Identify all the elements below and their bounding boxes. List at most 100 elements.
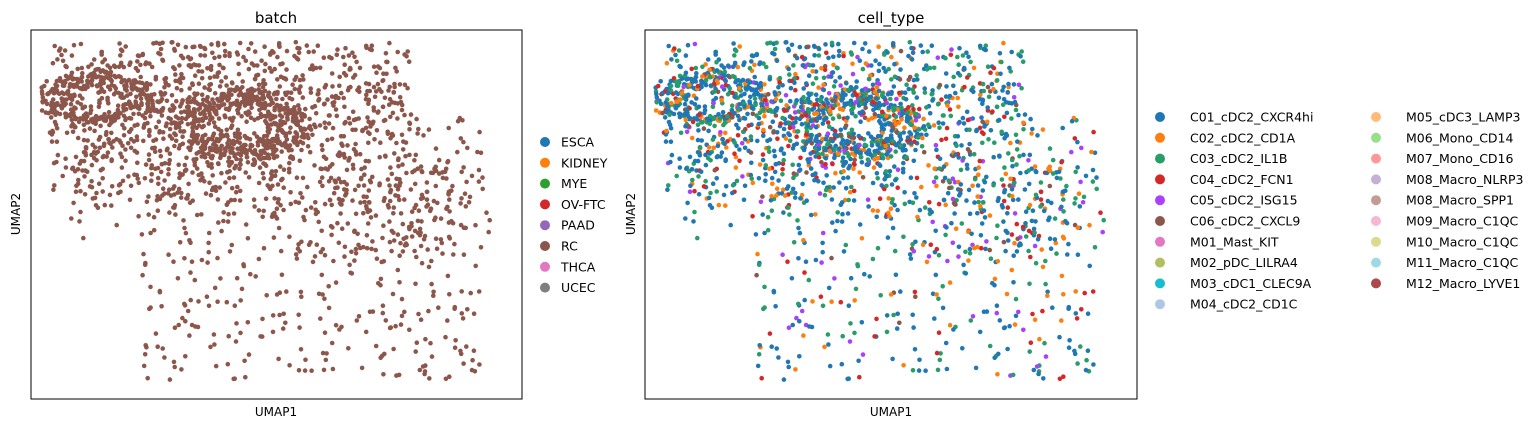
scatter-point	[757, 162, 763, 167]
scatter-point	[323, 357, 329, 363]
scatter-point	[432, 217, 437, 223]
scatter-point	[50, 60, 56, 66]
scatter-point	[982, 124, 987, 129]
scatter-point	[870, 208, 876, 213]
scatter-point	[710, 181, 716, 186]
scatter-point	[669, 57, 674, 62]
scatter-point	[850, 93, 856, 98]
scatter-point	[940, 284, 945, 289]
legend-label: THCA	[560, 259, 596, 274]
scatter-point	[109, 184, 115, 189]
scatter-point	[414, 340, 420, 346]
scatter-point	[338, 179, 344, 185]
scatter-point	[279, 272, 285, 278]
scatter-point	[116, 190, 121, 196]
scatter-point	[387, 40, 392, 46]
scatter-point	[244, 119, 249, 124]
scatter-point	[707, 151, 712, 156]
scatter-point	[300, 175, 306, 181]
scatter-point	[937, 357, 943, 363]
scatter-point	[95, 205, 101, 211]
scatter-point	[202, 146, 208, 152]
scatter-point	[749, 160, 754, 166]
scatter-point	[102, 202, 108, 208]
scatter-point	[915, 214, 920, 220]
scatter-point	[860, 175, 866, 180]
scatter-point	[233, 134, 238, 139]
scatter-point	[353, 127, 358, 133]
scatter-point	[944, 366, 950, 372]
scatter-point	[708, 74, 713, 80]
scatter-point	[382, 95, 388, 101]
scatter-point	[412, 181, 418, 187]
scatter-point	[948, 52, 954, 58]
scatter-point	[392, 81, 397, 87]
scatter-point	[966, 187, 972, 193]
legend-marker	[1155, 299, 1165, 310]
scatter-point	[696, 128, 701, 133]
scatter-point	[861, 147, 867, 153]
scatter-point	[368, 124, 373, 129]
scatter-point	[673, 90, 679, 95]
scatter-point	[333, 322, 339, 328]
scatter-point	[935, 367, 941, 373]
scatter-point	[1007, 183, 1013, 188]
scatter-point	[847, 163, 853, 169]
scatter-point	[958, 182, 964, 187]
scatter-point	[331, 190, 337, 196]
legend-marker	[1155, 278, 1165, 289]
scatter-point	[891, 84, 897, 89]
scatter-point	[748, 94, 753, 100]
scatter-point	[878, 293, 883, 298]
scatter-point	[814, 116, 820, 121]
scatter-point	[336, 196, 342, 202]
scatter-point	[845, 211, 851, 216]
scatter-point	[470, 357, 475, 363]
scatter-point	[443, 376, 449, 382]
scatter-point	[294, 121, 299, 127]
scatter-point	[142, 352, 148, 357]
scatter-point	[891, 312, 896, 318]
legend-label: C04_cDC2_FCN1	[1190, 172, 1294, 187]
scatter-point	[461, 252, 467, 257]
scatter-point	[684, 129, 690, 135]
scatter-point	[166, 172, 171, 177]
scatter-point	[180, 98, 185, 103]
scatter-point	[294, 131, 300, 137]
scatter-point	[870, 136, 876, 142]
scatter-point	[188, 145, 193, 150]
scatter-point	[965, 117, 971, 123]
scatter-point	[264, 293, 270, 298]
scatter-point	[122, 78, 127, 83]
scatter-point	[455, 118, 461, 124]
scatter-point	[80, 96, 85, 101]
scatter-point	[219, 79, 224, 84]
scatter-point	[86, 64, 91, 70]
scatter-point	[55, 101, 60, 106]
scatter-point	[398, 322, 404, 327]
scatter-point	[773, 96, 779, 102]
scatter-point	[729, 108, 735, 114]
scatter-point	[310, 63, 315, 68]
scatter-point	[686, 92, 691, 98]
scatter-point	[206, 151, 211, 156]
scatter-point	[316, 98, 321, 103]
scatter-point	[98, 167, 104, 173]
scatter-point	[860, 66, 866, 72]
scatter-point	[235, 52, 241, 57]
scatter-point	[711, 115, 716, 121]
scatter-point	[380, 310, 386, 316]
scatter-point	[287, 363, 292, 368]
scatter-point	[251, 151, 257, 156]
scatter-point	[65, 76, 71, 81]
scatter-point	[823, 136, 829, 142]
scatter-point	[853, 144, 858, 150]
scatter-point	[94, 190, 99, 196]
scatter-point	[914, 73, 919, 78]
scatter-point	[816, 85, 821, 90]
scatter-point	[859, 88, 865, 93]
scatter-point	[1014, 162, 1019, 167]
scatter-point	[759, 101, 764, 106]
scatter-point	[92, 145, 98, 150]
scatter-point	[898, 67, 903, 72]
